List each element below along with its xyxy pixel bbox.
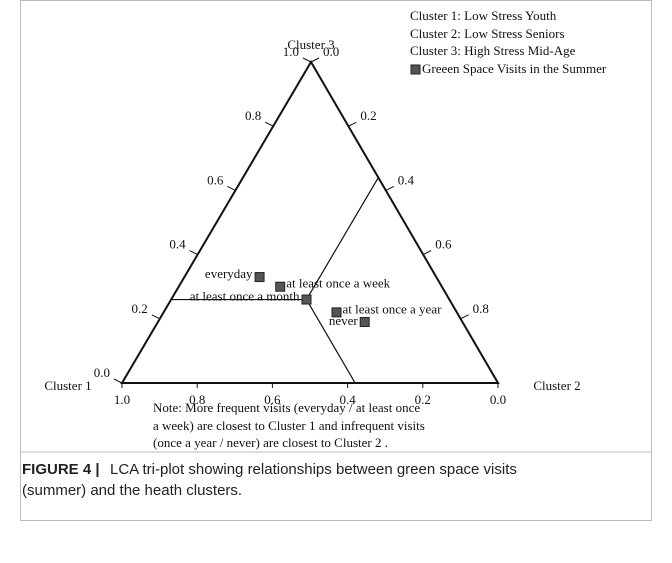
tick (422, 250, 432, 256)
point-label: everyday (205, 266, 253, 281)
vertex-label: Cluster 3 (287, 37, 334, 52)
caption-text: LCA tri-plot showing relationships betwe… (110, 461, 517, 478)
tick (113, 378, 123, 384)
tick-label: 0.2 (360, 108, 376, 123)
legend-text: Cluster 2: Low Stress Seniors (410, 26, 565, 41)
tick-label: 0.4 (169, 237, 186, 252)
tick (189, 250, 198, 256)
tick-label: 0.2 (415, 392, 431, 407)
vertex-label: Cluster 1 (44, 378, 91, 393)
tick-label: 0.2 (132, 301, 148, 316)
tick-label: 0.8 (473, 301, 489, 316)
tick-label: 0.6 (207, 172, 224, 187)
guide-line (305, 299, 356, 384)
tick-label: 0.4 (398, 172, 415, 187)
tick (302, 57, 312, 63)
legend-text: Cluster 3: High Stress Mid-Age (410, 43, 576, 58)
legend-text: Greeen Space Visits in the Summer (422, 61, 607, 76)
tick-label: 0.6 (435, 237, 452, 252)
guide-line (305, 177, 379, 300)
triangle (120, 60, 500, 384)
tick (264, 121, 274, 127)
figure-border (20, 0, 652, 521)
point-label: at least once a week (286, 276, 390, 291)
note: a week) are closest to Cluster 1 and inf… (153, 418, 425, 433)
vertex-label: Cluster 2 (533, 378, 580, 393)
tick (348, 121, 357, 127)
tick-label: 0.6 (264, 392, 281, 407)
note: Note: More frequent visits (everyday / a… (153, 400, 420, 415)
tick-label: 1.0 (114, 392, 130, 407)
note: (once a year / never) are closest to Clu… (153, 435, 388, 450)
legend-marker (410, 64, 421, 75)
caption-text: (summer) and the heath clusters. (22, 482, 242, 499)
tick (227, 185, 236, 191)
point (301, 294, 312, 305)
point-label: at least once a month (190, 289, 300, 304)
point (254, 272, 265, 283)
tick-label: 0.4 (339, 392, 356, 407)
point-label: never (329, 313, 359, 328)
tick-label: 0.8 (245, 108, 261, 123)
point (359, 317, 370, 328)
tick (151, 314, 161, 320)
tick (460, 314, 469, 320)
tick-label: 0.0 (323, 44, 339, 59)
caption-label: FIGURE 4 | (22, 461, 100, 478)
point (275, 281, 286, 292)
tick-label: 0.0 (94, 365, 110, 380)
tick-label: 1.0 (283, 44, 299, 59)
tick (310, 57, 320, 63)
point (331, 307, 342, 318)
tick-label: 0.0 (490, 392, 506, 407)
legend-text: Cluster 1: Low Stress Youth (410, 8, 557, 23)
tick (385, 185, 395, 191)
point-label: at least once a year (343, 301, 443, 316)
tick-label: 0.8 (189, 392, 205, 407)
